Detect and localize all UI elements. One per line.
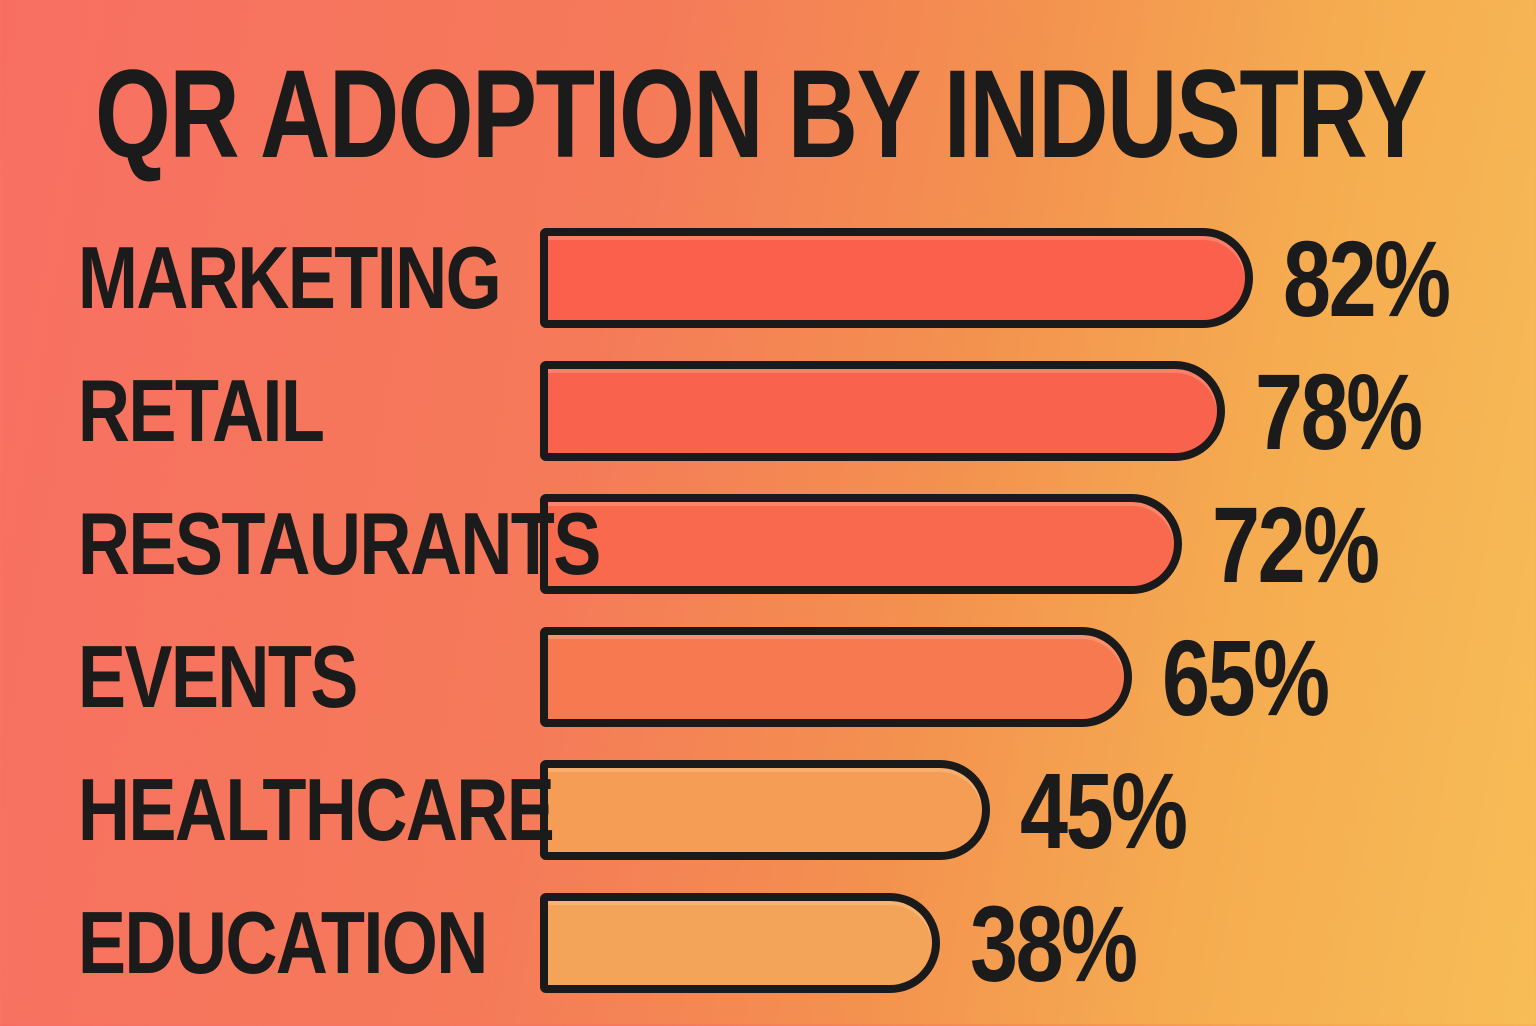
- bar-marketing: [540, 228, 1253, 328]
- bar-row-restaurants: RESTAURANTS 72%: [0, 484, 1536, 605]
- value-label-marketing: 82%: [1283, 217, 1451, 339]
- bar-education: [540, 893, 940, 993]
- bar-healthcare: [540, 760, 990, 860]
- bar-row-healthcare: HEALTHCARE 45%: [0, 750, 1536, 871]
- value-label-healthcare: 45%: [1020, 749, 1188, 871]
- category-label-events: EVENTS: [77, 627, 359, 726]
- bar-row-events: EVENTS 65%: [0, 617, 1536, 738]
- category-label-retail: RETAIL: [77, 361, 325, 460]
- value-label-retail: 78%: [1255, 350, 1423, 472]
- bar-chart: MARKETING 82% RETAIL 78% RESTAURANTS 72%…: [0, 218, 1536, 1026]
- bar-retail: [540, 361, 1225, 461]
- value-label-events: 65%: [1162, 616, 1330, 738]
- bar-row-retail: RETAIL 78%: [0, 351, 1536, 472]
- bar-events: [540, 627, 1132, 727]
- value-label-restaurants: 72%: [1212, 483, 1380, 605]
- chart-title: QR ADOPTION BY INDUSTRY: [95, 45, 1428, 184]
- category-label-marketing: MARKETING: [77, 228, 502, 327]
- bar-row-education: EDUCATION 38%: [0, 883, 1536, 1004]
- category-label-education: EDUCATION: [77, 893, 488, 992]
- category-label-healthcare: HEALTHCARE: [77, 760, 555, 859]
- value-label-education: 38%: [970, 882, 1138, 1004]
- bar-row-marketing: MARKETING 82%: [0, 218, 1536, 339]
- category-label-restaurants: RESTAURANTS: [77, 494, 601, 593]
- bar-restaurants: [540, 494, 1182, 594]
